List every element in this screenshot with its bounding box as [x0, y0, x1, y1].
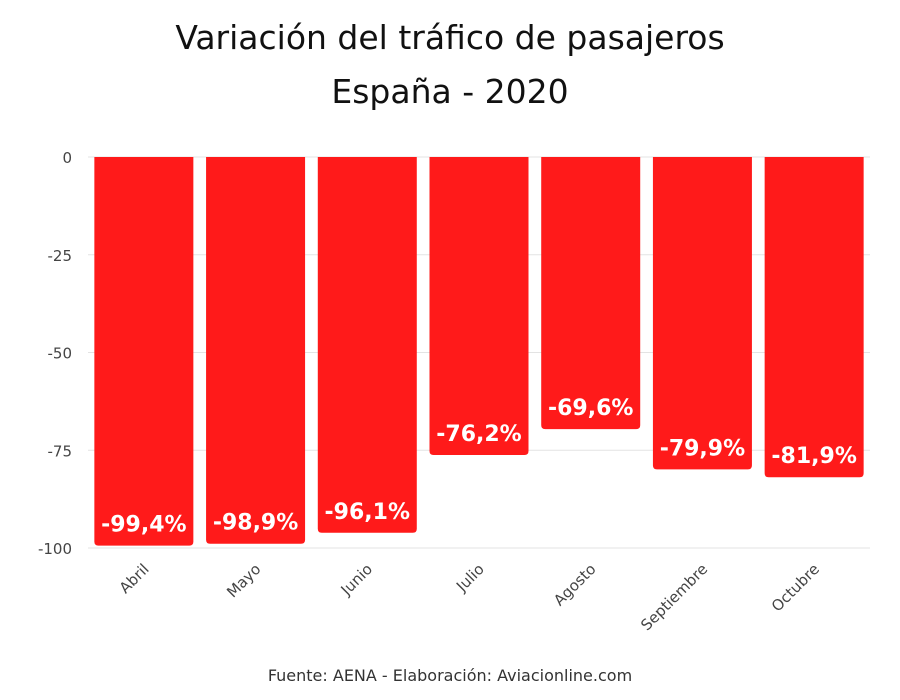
- data-label: -81,9%: [771, 444, 856, 469]
- bar-julio: [429, 157, 529, 455]
- bar-abril: [94, 157, 194, 546]
- chart-title-line2: España - 2020: [331, 72, 569, 111]
- x-category-label: Septiembre: [637, 560, 711, 634]
- bar-septiembre: [652, 157, 752, 470]
- x-category-label: Julio: [452, 560, 488, 596]
- data-label: -99,4%: [101, 513, 186, 538]
- y-tick-label: -100: [38, 540, 72, 558]
- y-tick-label: 0: [62, 149, 72, 167]
- bar-octubre: [764, 157, 864, 478]
- bar-agosto: [541, 157, 641, 430]
- data-label: -98,9%: [213, 511, 298, 536]
- x-category-label: Octubre: [768, 560, 823, 615]
- y-tick-label: -50: [48, 345, 73, 363]
- x-category-label: Agosto: [550, 560, 599, 609]
- y-tick-label: -75: [48, 442, 73, 460]
- data-label: -96,1%: [325, 500, 410, 525]
- bar-junio: [317, 157, 417, 533]
- bar-chart: 0 -25 -50 -75 -100 -99,4% Abril -98,9% Mayo -96,1…: [38, 149, 870, 634]
- chart-title-line1: Variación del tráfico de pasajeros: [175, 18, 725, 57]
- x-category-label: Abril: [116, 560, 153, 597]
- x-category-label: Mayo: [223, 560, 264, 601]
- data-label: -76,2%: [436, 422, 521, 447]
- data-label: -69,6%: [548, 396, 633, 421]
- y-tick-label: -25: [48, 247, 73, 265]
- source-note: Fuente: AENA - Elaboración: Aviacionline…: [267, 666, 633, 685]
- x-category-label: Junio: [337, 560, 376, 599]
- data-label: -79,9%: [660, 436, 745, 461]
- bar-mayo: [206, 157, 306, 544]
